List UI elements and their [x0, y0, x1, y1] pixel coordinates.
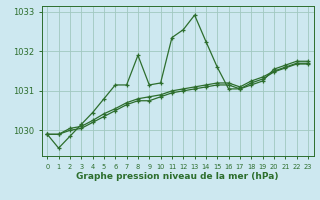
X-axis label: Graphe pression niveau de la mer (hPa): Graphe pression niveau de la mer (hPa)	[76, 172, 279, 181]
